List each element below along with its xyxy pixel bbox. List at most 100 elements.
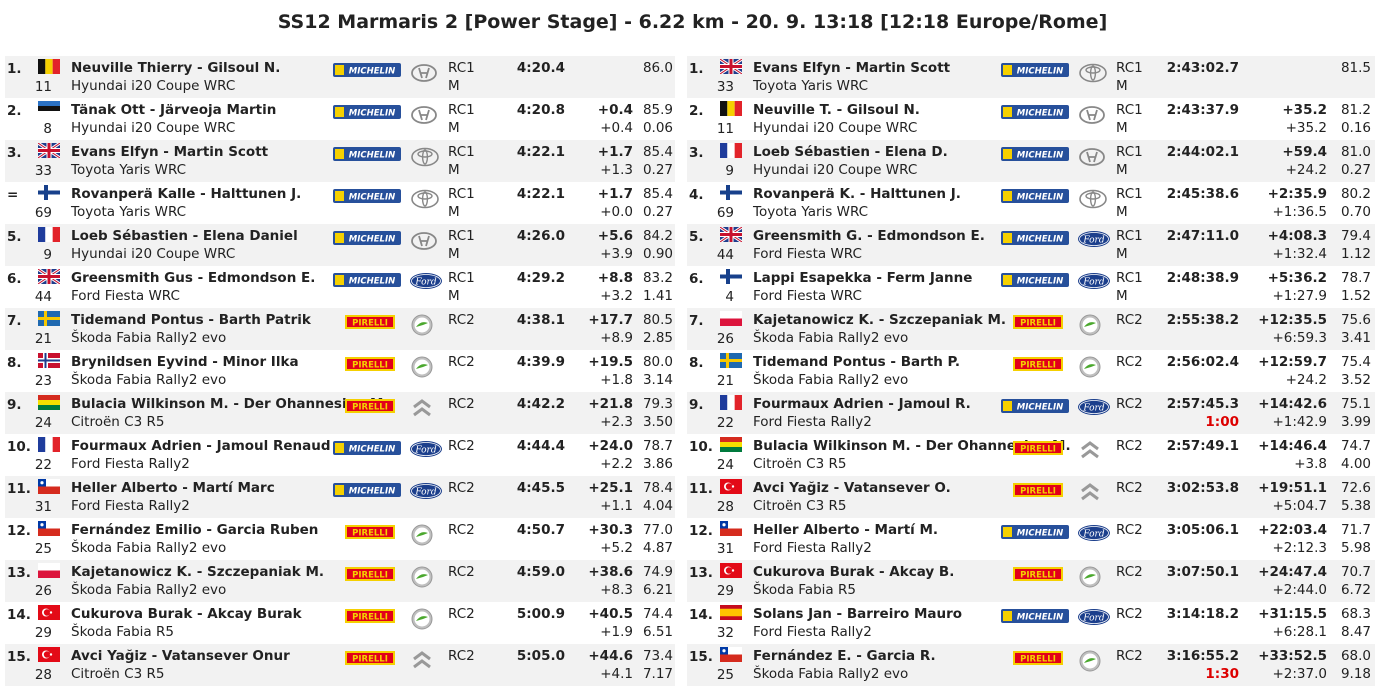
stage-time: 2:55:38.2	[1166, 312, 1239, 328]
gap-to-leader: +2:35.9	[1267, 186, 1327, 202]
car-number: 11	[716, 121, 734, 137]
svg-text:PIRELLI: PIRELLI	[352, 571, 388, 581]
stage-time: 2:44:02.1	[1166, 144, 1239, 160]
seconds-per-km: 3.99	[1340, 414, 1371, 430]
class-label: RC2	[1116, 438, 1143, 454]
gap-to-previous: +24.2	[1285, 372, 1327, 388]
svg-text:MICHELIN: MICHELIN	[1017, 193, 1063, 203]
result-row: 12. 25 Fernández Emilio - Garcia Ruben Škod…	[5, 518, 675, 560]
position: =	[7, 187, 19, 203]
skoda-logo-icon	[409, 522, 441, 550]
gap-to-previous: +1:42.9	[1272, 414, 1327, 430]
country-flag-icon	[38, 227, 60, 242]
toyota-logo-icon	[1077, 186, 1109, 214]
car-number: 22	[716, 415, 734, 431]
class-label: RC2	[448, 564, 475, 580]
svg-text:Ford: Ford	[1082, 614, 1104, 624]
skoda-logo-icon	[409, 354, 441, 382]
position: 11.	[689, 481, 713, 497]
result-row: 14. 29 Cukurova Burak - Akcay Burak Škoda F…	[5, 602, 675, 644]
average-speed: 81.2	[1340, 102, 1371, 118]
result-row: 1. 33 Evans Elfyn - Martin Scott Toyota Yar…	[687, 56, 1375, 98]
gap-to-previous: +0.0	[600, 204, 633, 220]
gap-to-leader: +1.7	[597, 144, 633, 160]
class-sub-label: M	[1116, 288, 1128, 304]
result-row: 11. 31 Heller Alberto - Martí Marc Ford Fie…	[5, 476, 675, 518]
car-model: Škoda Fabia Rally2 evo	[71, 372, 227, 388]
michelin-tyre-logo-icon: MICHELIN	[333, 231, 401, 245]
car-model: Toyota Yaris WRC	[753, 78, 869, 94]
position: 13.	[7, 565, 31, 581]
position: 13.	[689, 565, 713, 581]
michelin-tyre-logo-icon: MICHELIN	[1001, 273, 1069, 287]
svg-text:MICHELIN: MICHELIN	[1017, 403, 1063, 413]
crew-names: Tänak Ott - Järveoja Martin	[71, 102, 277, 118]
average-speed: 72.6	[1340, 480, 1371, 496]
country-flag-icon	[720, 647, 742, 662]
seconds-per-km: 0.90	[642, 246, 673, 262]
overall-results-table: 1. 33 Evans Elfyn - Martin Scott Toyota Yar…	[687, 56, 1375, 686]
crew-names: Loeb Sébastien - Elena Daniel	[71, 228, 298, 244]
class-label: RC2	[1116, 648, 1143, 664]
class-label: RC1	[1116, 60, 1143, 76]
country-flag-icon	[38, 395, 60, 410]
seconds-per-km: 9.18	[1340, 666, 1371, 682]
svg-text:MICHELIN: MICHELIN	[1017, 613, 1063, 623]
svg-text:MICHELIN: MICHELIN	[1017, 151, 1063, 161]
stage-time: 4:59.0	[516, 564, 565, 580]
result-row: 12. 31 Heller Alberto - Martí M. Ford Fiest…	[687, 518, 1375, 560]
class-label: RC2	[1116, 564, 1143, 580]
class-label: RC1	[1116, 270, 1143, 286]
position: 7.	[689, 313, 704, 329]
class-label: RC2	[448, 606, 475, 622]
crew-names: Avci Yağiz - Vatansever O.	[753, 480, 951, 496]
car-number: 25	[716, 667, 734, 683]
country-flag-icon	[38, 605, 60, 620]
citroen-logo-icon	[1077, 438, 1109, 466]
seconds-per-km: 0.16	[1340, 120, 1371, 136]
class-sub-label: M	[1116, 162, 1128, 178]
crew-names: Cukurova Burak - Akcay B.	[753, 564, 955, 580]
seconds-per-km: 4.87	[642, 540, 673, 556]
stage-time: 2:47:11.0	[1166, 228, 1239, 244]
svg-text:MICHELIN: MICHELIN	[1017, 109, 1063, 119]
car-model: Škoda Fabia Rally2 evo	[71, 540, 227, 556]
class-sub-label: M	[1116, 120, 1128, 136]
gap-to-leader: +5:36.2	[1267, 270, 1327, 286]
result-row: 7. 21 Tidemand Pontus - Barth Patrik Škoda …	[5, 308, 675, 350]
country-flag-icon	[720, 311, 742, 326]
crew-names: Neuville T. - Gilsoul N.	[753, 102, 920, 118]
position: 7.	[7, 313, 22, 329]
gap-to-leader: +1.7	[597, 186, 633, 202]
car-model: Škoda Fabia Rally2 evo	[71, 582, 227, 598]
class-label: RC2	[1116, 312, 1143, 328]
class-label: RC2	[1116, 396, 1143, 412]
svg-text:PIRELLI: PIRELLI	[352, 613, 388, 623]
michelin-tyre-logo-icon: MICHELIN	[1001, 525, 1069, 539]
result-row: 6. 44 Greensmith Gus - Edmondson E. Ford Fi…	[5, 266, 675, 308]
crew-names: Heller Alberto - Martí M.	[753, 522, 939, 538]
car-model: Citroën C3 R5	[753, 456, 847, 472]
position: 12.	[689, 523, 713, 539]
gap-to-previous: +2:12.3	[1272, 540, 1327, 556]
position: 15.	[689, 649, 713, 665]
crew-names: Greensmith G. - Edmondson E.	[753, 228, 985, 244]
average-speed: 78.7	[1340, 270, 1371, 286]
car-model: Ford Fiesta WRC	[753, 246, 862, 262]
svg-text:Ford: Ford	[414, 488, 436, 498]
crew-names: Lappi Esapekka - Ferm Janne	[753, 270, 973, 286]
svg-text:PIRELLI: PIRELLI	[1020, 487, 1056, 497]
car-number: 26	[34, 583, 52, 599]
stage-time: 3:07:50.1	[1166, 564, 1239, 580]
class-label: RC2	[1116, 354, 1143, 370]
average-speed: 79.3	[642, 396, 673, 412]
position: 5.	[689, 229, 704, 245]
ford-logo-icon: Ford	[1077, 522, 1110, 550]
country-flag-icon	[720, 353, 742, 368]
stage-time: 3:05:06.1	[1166, 522, 1239, 538]
result-row: 11. 28 Avci Yağiz - Vatansever O. Citroën C…	[687, 476, 1375, 518]
svg-text:MICHELIN: MICHELIN	[349, 235, 395, 245]
car-model: Škoda Fabia Rally2 evo	[753, 666, 909, 682]
result-row: 10. 24 Bulacia Wilkinson M. - Der Ohannesi…	[687, 434, 1375, 476]
gap-to-previous: +6:28.1	[1272, 624, 1327, 640]
